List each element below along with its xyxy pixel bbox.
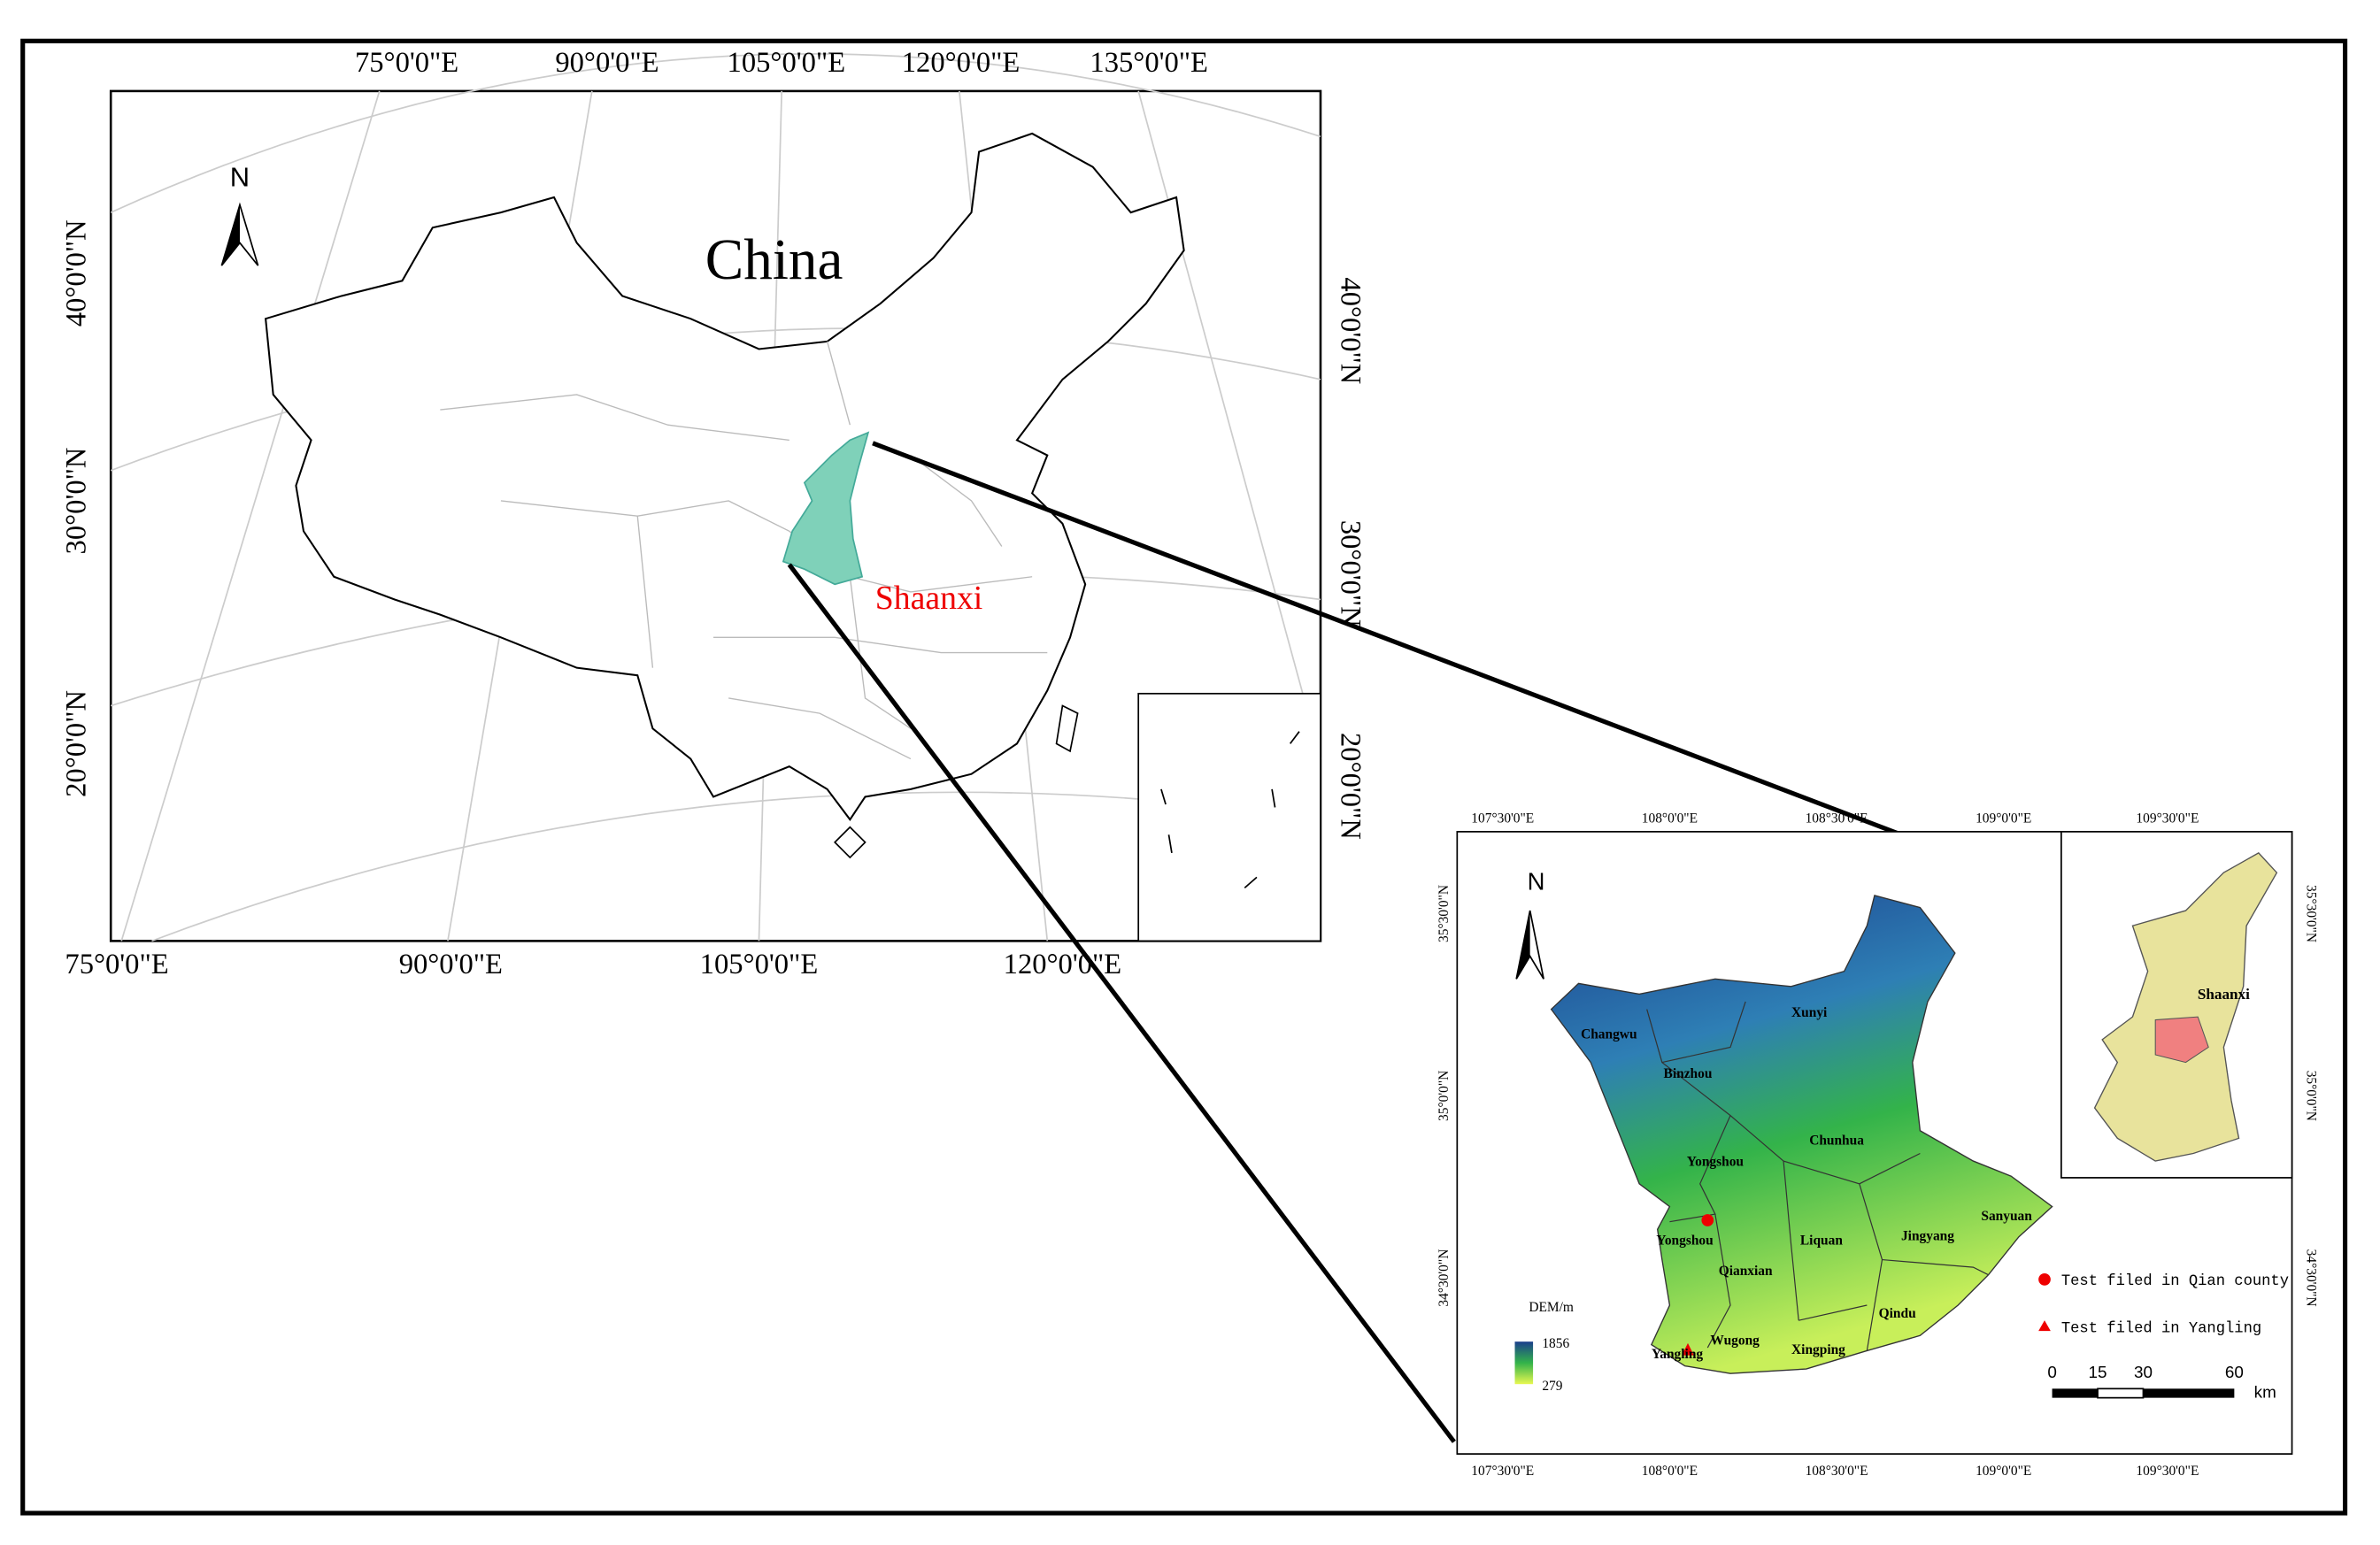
lon-label: 109°0'0"E xyxy=(1976,811,2031,826)
county-label: Yangling xyxy=(1652,1347,1704,1362)
scale-label: 0 xyxy=(2047,1363,2056,1381)
study-area-locator xyxy=(2154,1016,2209,1064)
lat-label: 35°30'0"N xyxy=(2304,885,2319,942)
region-label: Shaanxi xyxy=(875,580,983,617)
legend-item: Test filed in Qian county xyxy=(2061,1273,2289,1290)
county-label: Jingyang xyxy=(1901,1228,1954,1243)
lat-label: 35°0'0"N xyxy=(1436,1071,1452,1121)
lon-label: 105°0'0"E xyxy=(700,949,819,980)
lon-label: 105°0'0"E xyxy=(728,47,846,79)
map-title: China xyxy=(705,228,843,292)
lon-label: 109°30'0"E xyxy=(2136,811,2199,826)
county-label: Qindu xyxy=(1879,1306,1916,1321)
shaanxi-region xyxy=(782,431,870,586)
lon-label: 90°0'0"E xyxy=(399,949,503,980)
shaanxi-locator xyxy=(2093,852,2278,1162)
county-label: Binzhou xyxy=(1664,1066,1713,1081)
lon-label: 75°0'0"E xyxy=(355,47,458,79)
connector-line xyxy=(787,563,1456,1443)
south-sea-dashes xyxy=(1160,731,1300,888)
legend-max: 1856 xyxy=(1542,1336,1569,1351)
north-label: N xyxy=(230,162,250,193)
county-label: Liquan xyxy=(1800,1234,1843,1249)
lon-label: 120°0'0"E xyxy=(902,47,1021,79)
scale-seg xyxy=(2143,1388,2235,1398)
lat-label: 30°0'0"N xyxy=(61,448,93,555)
legend-circle xyxy=(2038,1272,2051,1286)
lat-label: 30°0'0"N xyxy=(1334,520,1366,627)
locator-label: Shaanxi xyxy=(2198,986,2250,1003)
lat-label: 40°0'0"N xyxy=(1334,277,1366,384)
lat-label: 20°0'0"N xyxy=(1334,733,1366,840)
lon-label: 107°30'0"E xyxy=(1471,811,1534,826)
scale-label: 60 xyxy=(2225,1363,2244,1381)
scale-unit: km xyxy=(2254,1382,2276,1401)
lon-label: 135°0'0"E xyxy=(1090,47,1208,79)
scale-label: 30 xyxy=(2134,1363,2153,1381)
county-label: Wugong xyxy=(1710,1334,1760,1349)
county-label: Qianxian xyxy=(1719,1264,1773,1279)
legend-min: 279 xyxy=(1542,1379,1562,1394)
lon-label: 108°0'0"E xyxy=(1642,811,1698,826)
hainan xyxy=(833,826,867,859)
inset-north-label: N xyxy=(1528,867,1545,895)
lon-label: 109°0'0"E xyxy=(1976,1464,2031,1479)
lat-label: 34°30'0"N xyxy=(2304,1249,2319,1307)
north-arrow-fill xyxy=(221,204,240,266)
lon-label: 109°30'0"E xyxy=(2136,1464,2199,1479)
lon-label: 75°0'0"E xyxy=(65,949,168,980)
lon-label: 107°30'0"E xyxy=(1471,1464,1534,1479)
yangling-site xyxy=(1682,1342,1694,1356)
county-label: Chunhua xyxy=(1809,1133,1864,1148)
legend-item: Test filed in Yangling xyxy=(2061,1320,2261,1337)
lat-label: 34°30'0"N xyxy=(1436,1249,1452,1307)
south-sea-box xyxy=(1137,692,1321,942)
outer-border xyxy=(20,38,2348,1516)
lon-label: 120°0'0"E xyxy=(1004,949,1122,980)
china-outline xyxy=(265,132,1185,821)
county-label: Changwu xyxy=(1581,1026,1637,1042)
taiwan xyxy=(1055,704,1079,753)
scale-seg xyxy=(2052,1388,2099,1398)
qian-site xyxy=(1701,1214,1714,1226)
dem-colorbar xyxy=(1514,1341,1534,1385)
lon-label: 108°30'0"E xyxy=(1806,1464,1868,1479)
county-label: Yongshou xyxy=(1687,1154,1745,1169)
lat-label: 40°0'0"N xyxy=(61,219,93,327)
connector-line xyxy=(872,441,1911,841)
lon-label: 108°30'0"E xyxy=(1806,811,1868,826)
dem-region xyxy=(1550,895,2053,1374)
lon-label: 108°0'0"E xyxy=(1642,1464,1698,1479)
lat-label: 35°0'0"N xyxy=(2304,1071,2319,1121)
lon-label: 90°0'0"E xyxy=(555,47,659,79)
county-lines xyxy=(1646,1001,1989,1351)
scale-label: 15 xyxy=(2089,1363,2107,1381)
county-label: Sanyuan xyxy=(1981,1209,2032,1224)
lat-label: 20°0'0"N xyxy=(61,690,93,797)
legend-title: DEM/m xyxy=(1529,1300,1574,1315)
legend-triangle xyxy=(2038,1320,2051,1332)
county-label: Xunyi xyxy=(1791,1005,1828,1020)
county-label: Xingping xyxy=(1791,1342,1845,1357)
county-label: Yongshou xyxy=(1656,1234,1714,1249)
lat-label: 35°30'0"N xyxy=(1436,885,1452,942)
scale-seg xyxy=(2097,1387,2145,1399)
